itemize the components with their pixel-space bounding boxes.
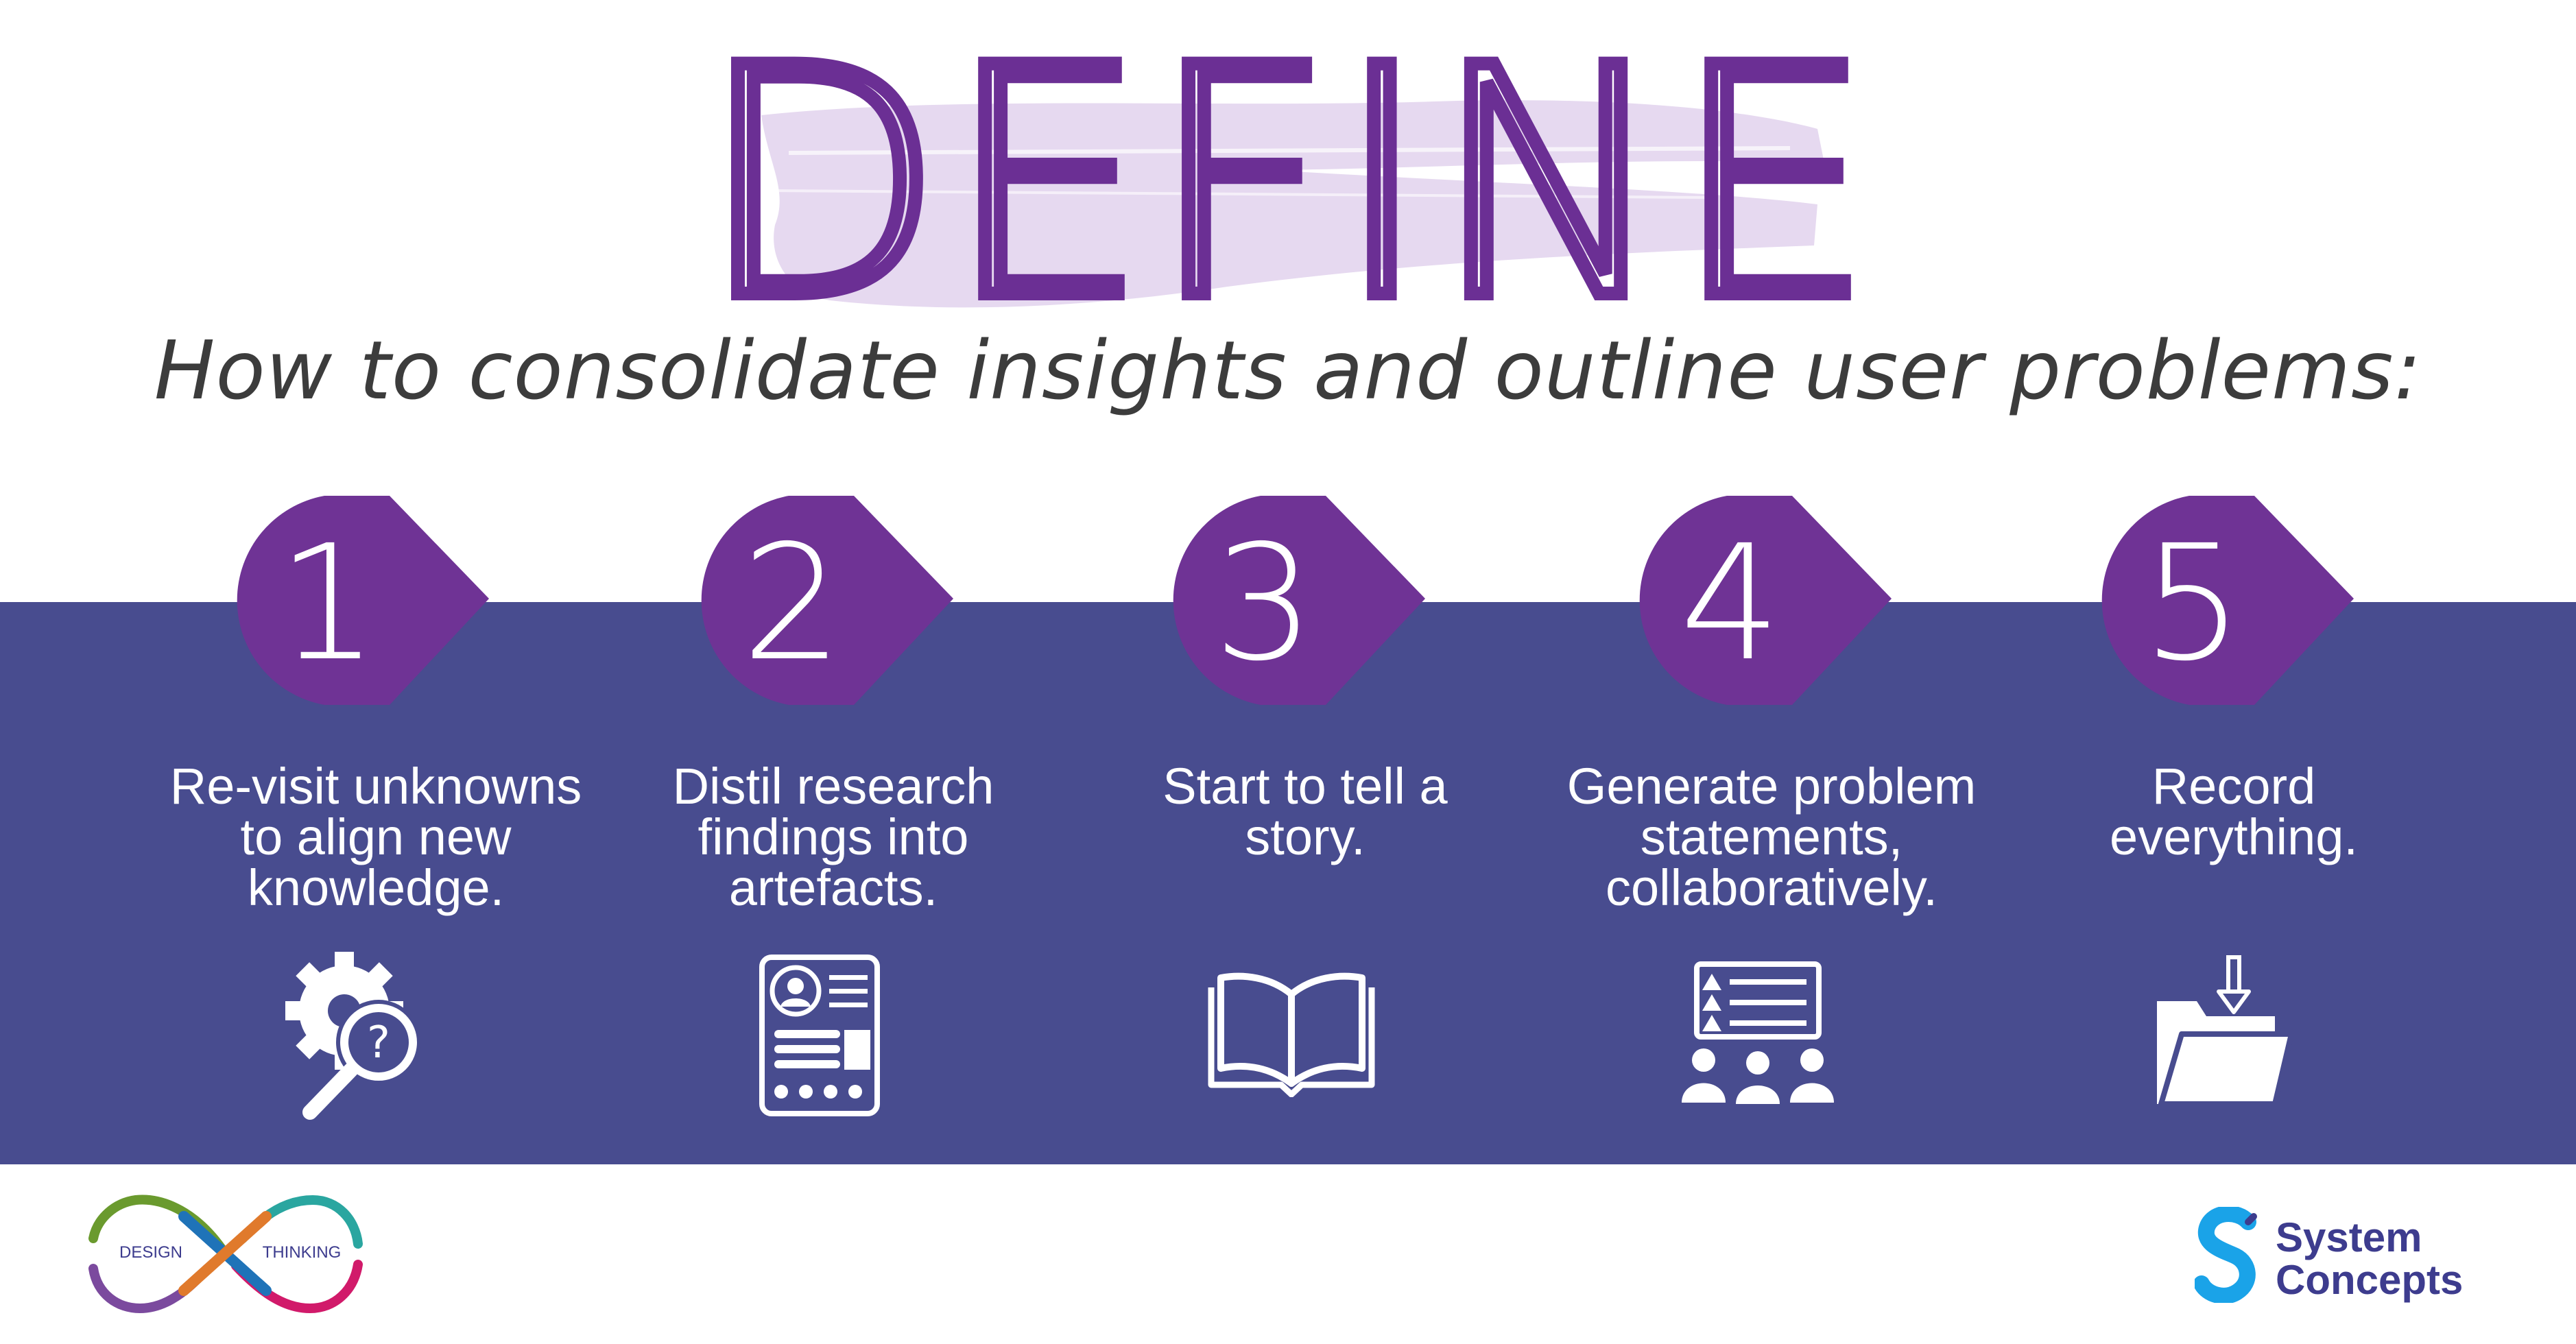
- design-label: DESIGN: [119, 1243, 182, 1262]
- svg-text:?: ?: [367, 1018, 390, 1068]
- step-number: 2: [741, 511, 843, 696]
- step-number: 3: [1213, 511, 1315, 696]
- step-badge: [1639, 496, 1892, 705]
- step-number: 4: [1680, 511, 1781, 696]
- step-description: Record everything.: [2110, 758, 2358, 865]
- step-description: Distil research findings into artefacts.: [672, 758, 994, 916]
- persona-profile-card-icon: [759, 955, 880, 1116]
- brush-stroke-highlight: [761, 100, 1824, 308]
- brand-line-1: System: [2276, 1214, 2422, 1260]
- step-badge: [701, 496, 953, 705]
- brand-line-2: Concepts: [2276, 1257, 2464, 1303]
- step-badge: [2101, 496, 2354, 705]
- page-subtitle: How to consolidate insights and outline …: [154, 323, 2422, 418]
- system-concepts-logo: System Concepts: [2195, 1207, 2496, 1310]
- step-description: Generate problem statements, collaborati…: [1566, 758, 1977, 916]
- design-thinking-logo: DESIGN THINKING: [88, 1195, 363, 1314]
- step-badge: [237, 496, 489, 705]
- open-book-icon: [1208, 972, 1375, 1097]
- step-description: Start to tell a story.: [1162, 758, 1448, 865]
- thinking-label: THINKING: [263, 1243, 342, 1262]
- system-concepts-s-icon: [2195, 1207, 2257, 1303]
- step-number: 5: [2142, 511, 2243, 696]
- step-description: Re-visit unknowns to align new knowledge…: [169, 758, 582, 916]
- step-badge: [1173, 496, 1425, 705]
- step-number: 1: [277, 511, 379, 696]
- page-title: DEFINE: [693, 1, 1879, 368]
- folder-download-icon: [2157, 955, 2294, 1107]
- gear-magnifier-question-icon: ?: [285, 952, 421, 1120]
- team-presentation-board-icon: [1682, 961, 1834, 1104]
